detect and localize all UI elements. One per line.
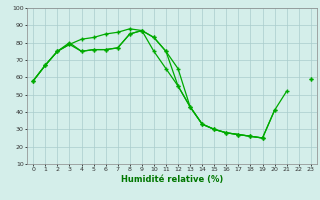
- X-axis label: Humidité relative (%): Humidité relative (%): [121, 175, 223, 184]
